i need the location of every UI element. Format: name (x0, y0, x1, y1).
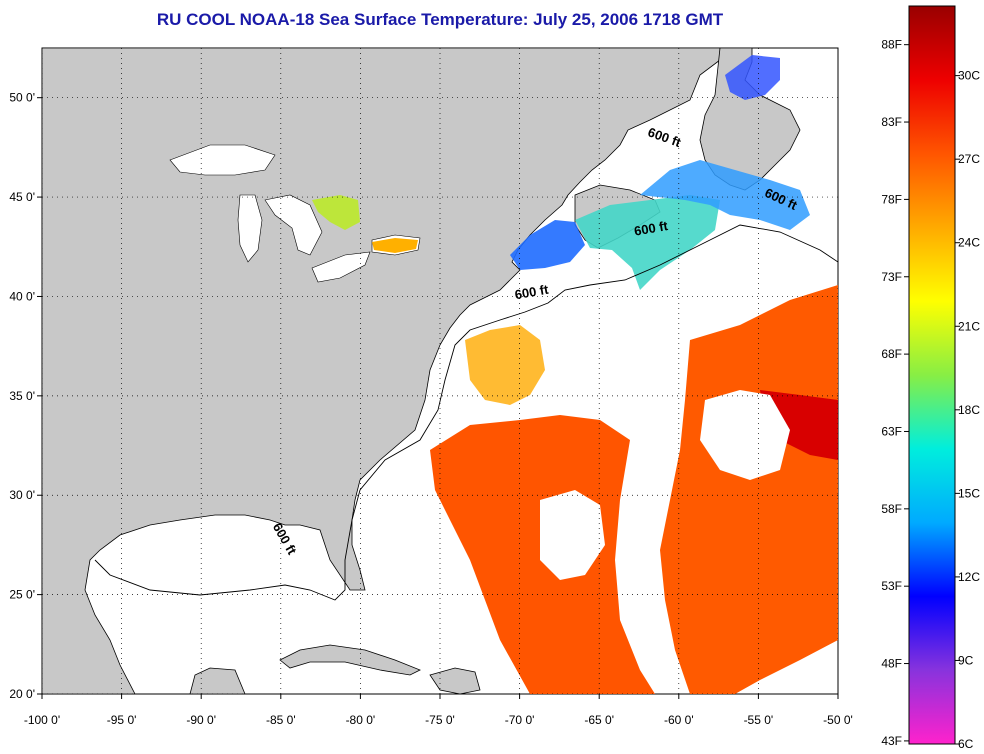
sst-gulf-stream-core (760, 390, 838, 460)
colorbar-c-label: 27C (958, 152, 980, 166)
sst-data (312, 55, 838, 694)
colorbar-c-label: 24C (958, 236, 980, 250)
colorbar-c-label: 21C (958, 319, 980, 333)
lon-tick-label: -50 0' (823, 713, 853, 727)
colorbar-c-label: 30C (958, 69, 980, 83)
land-north-america (42, 48, 721, 694)
sst-east-cloud-gap (700, 390, 790, 480)
colorbar-c-label: 18C (958, 403, 980, 417)
lat-tick-label: 35 0' (9, 389, 35, 403)
lat-tick-label: 40 0' (9, 289, 35, 303)
isobath-600ft (94, 224, 838, 601)
colorbar-f-label: 78F (881, 192, 902, 206)
colorbar-f-label: 73F (881, 270, 902, 284)
lon-tick-label: -80 0' (346, 713, 376, 727)
sst-lake-huron (312, 195, 360, 230)
isobath-label: 600 ft (514, 282, 551, 303)
sst-lake-erie (372, 238, 418, 253)
colorbar-f-label: 58F (881, 502, 902, 516)
sst-gulf-of-maine (510, 220, 585, 270)
colorbar-f-label: 83F (881, 115, 902, 129)
lon-tick-label: -65 0' (584, 713, 614, 727)
sst-mid-atlantic-shelf (465, 325, 545, 405)
land-yucatan (189, 667, 246, 694)
sst-east-swath (660, 285, 838, 694)
colorbar-f-label: 68F (881, 347, 902, 361)
lon-tick-label: -55 0' (744, 713, 774, 727)
lon-tick-label: -85 0' (266, 713, 296, 727)
land-hispaniola (429, 667, 481, 694)
lon-tick-label: -75 0' (425, 713, 455, 727)
lat-tick-label: 25 0' (9, 588, 35, 602)
colorbar-f-label: 53F (881, 579, 902, 593)
colorbar-f-label: 48F (881, 657, 902, 671)
lat-tick-label: 30 0' (9, 488, 35, 502)
lon-tick-label: -60 0' (664, 713, 694, 727)
lon-tick-label: -70 0' (505, 713, 535, 727)
lat-tick-label: 20 0' (9, 687, 35, 701)
colorbar-f-label: 43F (881, 734, 902, 748)
colorbar-c-label: 9C (958, 653, 974, 667)
sst-grand-banks (640, 160, 810, 230)
lon-tick-label: -95 0' (107, 713, 137, 727)
colorbar-bar (908, 5, 956, 745)
sst-south-cloud-gap (540, 490, 605, 580)
colorbar-c-label: 15C (958, 486, 980, 500)
colorbar-c-label: 6C (958, 737, 974, 751)
isobath-label: 600 ft (633, 218, 670, 239)
lat-tick-label: 50 0' (9, 91, 35, 105)
colorbar-f-label: 88F (881, 38, 902, 52)
lon-tick-label: -90 0' (186, 713, 216, 727)
map-title: RU COOL NOAA-18 Sea Surface Temperature:… (156, 10, 724, 29)
lon-tick-label: -100 0' (24, 713, 60, 727)
colorbar-f-label: 63F (881, 424, 902, 438)
lat-tick-label: 45 0' (9, 190, 35, 204)
sst-labrador (725, 55, 780, 100)
land-cuba (279, 644, 421, 676)
sst-scotian-shelf (575, 195, 720, 290)
colorbar-c-label: 12C (958, 570, 980, 584)
